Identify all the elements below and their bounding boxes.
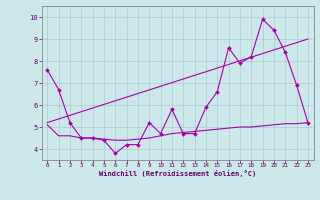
X-axis label: Windchill (Refroidissement éolien,°C): Windchill (Refroidissement éolien,°C) xyxy=(99,170,256,177)
